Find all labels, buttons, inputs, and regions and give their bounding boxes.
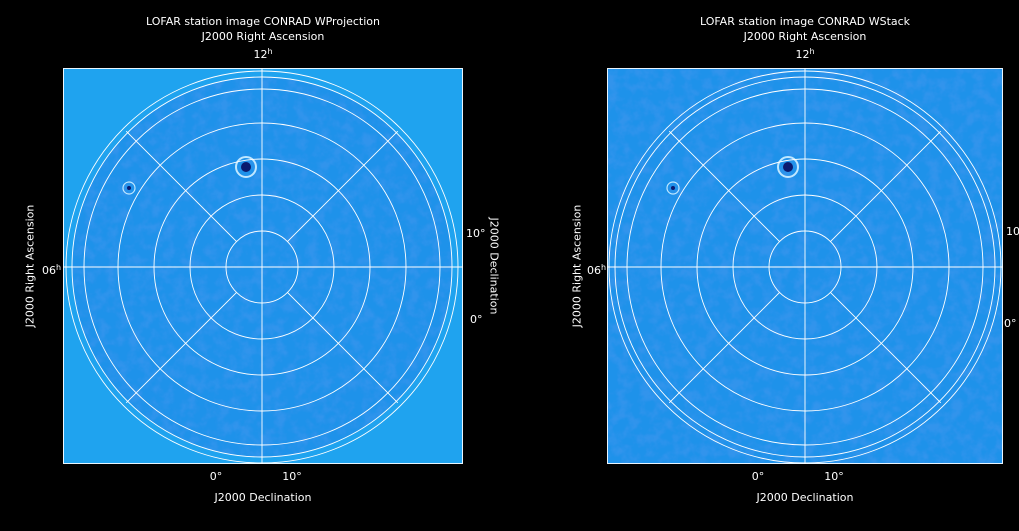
left-top-tick: 12h xyxy=(253,47,273,61)
grid-spoke xyxy=(830,292,942,404)
right-right-tick-10: 10 xyxy=(1006,225,1019,238)
right-panel: LOFAR station image CONRAD WStack J2000 … xyxy=(510,0,1019,531)
left-right-tick-0: 0° xyxy=(470,313,483,326)
left-bright-source xyxy=(235,156,257,178)
grid-spoke xyxy=(287,292,399,404)
grid-spoke xyxy=(668,292,780,404)
grid-spoke xyxy=(287,130,399,242)
left-top-axis-label: J2000 Right Ascension xyxy=(201,30,325,43)
left-left-axis-label: J2000 Right Ascension xyxy=(23,204,37,328)
left-left-tick: 06h xyxy=(42,263,62,277)
left-right-tick-10: 10° xyxy=(466,227,486,240)
right-left-tick: 06h xyxy=(587,263,607,277)
right-title: LOFAR station image CONRAD WStack xyxy=(699,15,911,28)
left-radio-image xyxy=(63,68,463,464)
left-source-2 xyxy=(122,181,136,195)
left-right-axis-label: J2000 Declination xyxy=(487,217,501,315)
right-coordinate-grid xyxy=(607,68,1003,464)
right-top-axis-label: J2000 Right Ascension xyxy=(743,30,867,43)
right-right-tick-0: 0° xyxy=(1004,317,1017,330)
left-bottom-tick-0: 0° xyxy=(209,470,223,483)
grid-spoke xyxy=(668,130,780,242)
right-bottom-tick-0: 0° xyxy=(751,470,765,483)
right-left-axis-label: J2000 Right Ascension xyxy=(570,204,584,328)
plot-frame xyxy=(607,68,1003,464)
left-coordinate-grid xyxy=(63,68,463,464)
right-bottom-tick-10: 10° xyxy=(824,470,844,483)
left-title: LOFAR station image CONRAD WProjection xyxy=(145,15,381,28)
left-panel: LOFAR station image CONRAD WProjection J… xyxy=(23,15,501,504)
right-top-tick: 12h xyxy=(795,47,815,61)
right-source-2 xyxy=(666,181,680,195)
left-bottom-tick-10: 10° xyxy=(282,470,302,483)
left-bottom-axis-label: J2000 Declination xyxy=(214,491,312,504)
right-bottom-axis-label: J2000 Declination xyxy=(756,491,854,504)
grid-spoke xyxy=(830,130,942,242)
grid-spoke xyxy=(125,292,237,404)
right-radio-image xyxy=(607,68,1003,464)
grid-spoke xyxy=(125,130,237,242)
right-bright-source xyxy=(777,156,799,178)
plot-frame xyxy=(63,68,463,464)
